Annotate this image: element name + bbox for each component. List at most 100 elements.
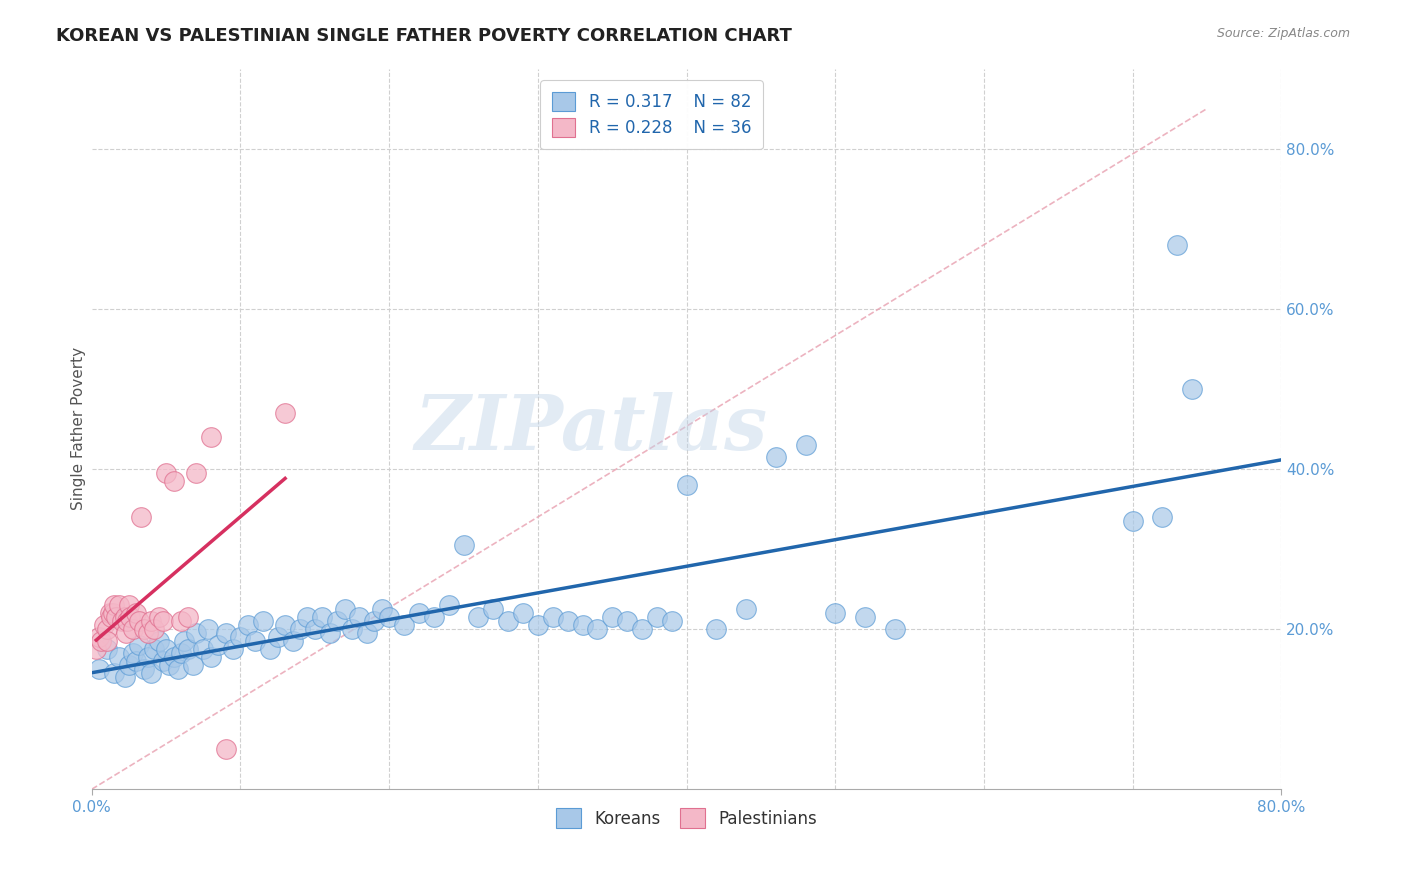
Point (222, 642, 245, 657)
Point (96, 642, 118, 657)
Point (392, 618, 415, 632)
Point (128, 614, 150, 628)
Point (84, 642, 107, 657)
Point (571, 618, 593, 632)
Point (110, 614, 132, 628)
Point (1152, 510, 1174, 524)
Text: Source: ZipAtlas.com: Source: ZipAtlas.com (1216, 27, 1350, 40)
Point (661, 614, 683, 628)
Legend: Koreans, Palestinians: Koreans, Palestinians (550, 801, 824, 835)
Point (148, 610, 170, 624)
Point (107, 598, 129, 612)
Point (704, 622, 727, 636)
Point (152, 614, 174, 628)
Point (136, 650, 159, 665)
Point (1166, 237, 1188, 252)
Point (148, 634, 170, 648)
Point (853, 610, 876, 624)
Point (304, 622, 326, 636)
Point (259, 642, 281, 657)
Point (143, 642, 166, 657)
Point (103, 666, 125, 681)
Point (356, 626, 378, 640)
Point (557, 614, 579, 628)
Point (735, 602, 758, 616)
Point (107, 650, 129, 665)
Point (177, 610, 200, 624)
Point (96, 634, 118, 648)
Point (288, 622, 311, 636)
Point (340, 622, 363, 636)
Point (236, 618, 259, 632)
Point (245, 634, 267, 648)
Point (363, 614, 385, 628)
Point (408, 606, 430, 620)
Point (104, 610, 127, 624)
Point (170, 646, 193, 660)
Point (122, 646, 145, 660)
Point (319, 626, 342, 640)
Point (162, 474, 184, 488)
Point (824, 606, 846, 620)
Point (645, 610, 668, 624)
Point (1181, 382, 1204, 396)
Point (616, 614, 638, 628)
Point (512, 606, 534, 620)
Point (527, 618, 550, 632)
Point (89, 662, 111, 676)
Point (200, 650, 222, 665)
Point (136, 626, 159, 640)
Point (467, 610, 489, 624)
Point (120, 610, 142, 624)
Point (197, 622, 219, 636)
Point (155, 642, 177, 657)
Point (184, 626, 207, 640)
Point (173, 634, 195, 648)
Point (98, 606, 121, 620)
Point (125, 606, 148, 620)
Point (132, 622, 155, 636)
Point (128, 638, 150, 652)
Point (152, 654, 174, 668)
Point (883, 622, 905, 636)
Point (141, 614, 163, 628)
Point (132, 662, 155, 676)
Point (122, 622, 145, 636)
Point (482, 602, 505, 616)
Point (333, 602, 356, 616)
Text: ZIPatlas: ZIPatlas (415, 392, 768, 466)
Point (184, 466, 207, 480)
Point (229, 630, 252, 644)
Point (96, 622, 118, 636)
Point (437, 598, 460, 612)
Point (200, 430, 222, 444)
Point (170, 614, 193, 628)
Point (281, 634, 304, 648)
Point (117, 614, 139, 628)
Y-axis label: Single Father Poverty: Single Father Poverty (72, 347, 86, 510)
Point (114, 670, 136, 684)
Point (101, 606, 124, 620)
Point (103, 598, 125, 612)
Point (141, 666, 163, 681)
Point (167, 662, 190, 676)
Point (274, 618, 297, 632)
Point (311, 610, 333, 624)
Point (118, 598, 141, 612)
Point (675, 478, 697, 492)
Point (162, 650, 184, 665)
Point (89, 630, 111, 644)
Point (114, 610, 136, 624)
Point (765, 450, 787, 464)
Text: KOREAN VS PALESTINIAN SINGLE FATHER POVERTY CORRELATION CHART: KOREAN VS PALESTINIAN SINGLE FATHER POVE… (56, 27, 792, 45)
Point (214, 742, 236, 756)
Point (129, 510, 152, 524)
Point (252, 614, 274, 628)
Point (1122, 514, 1144, 528)
Point (207, 638, 229, 652)
Point (181, 658, 204, 673)
Point (143, 622, 166, 636)
Point (378, 610, 401, 624)
Point (115, 626, 138, 640)
Point (193, 642, 215, 657)
